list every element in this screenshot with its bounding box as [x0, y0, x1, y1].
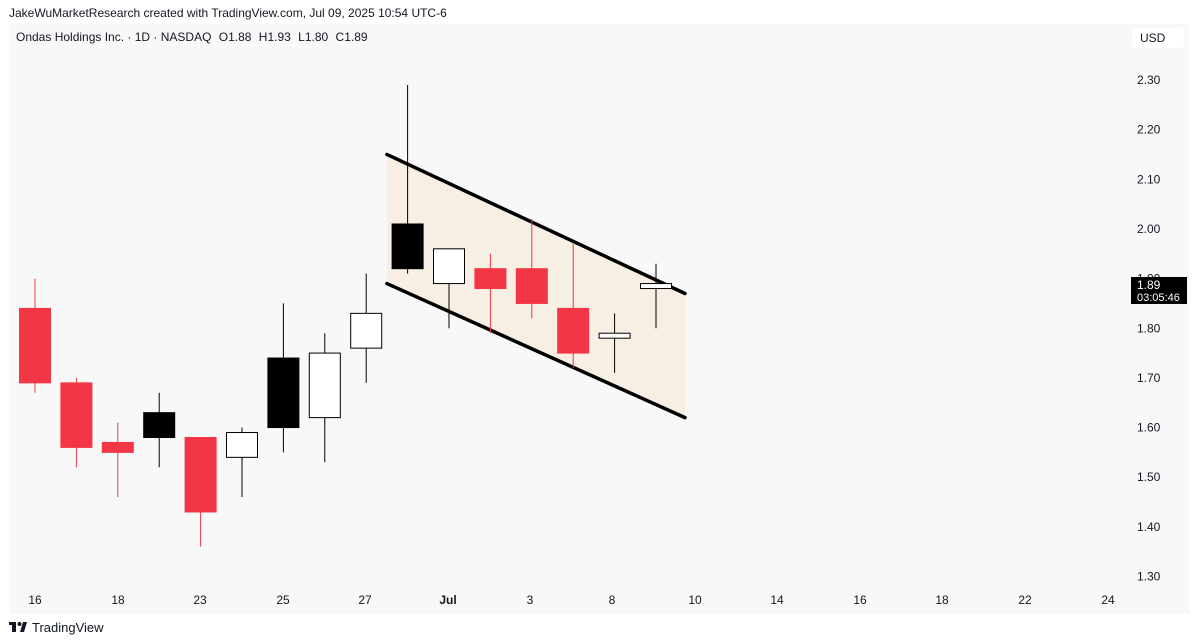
price-tick-label: 2.00 — [1137, 222, 1161, 236]
price-tick-label: 2.20 — [1137, 123, 1161, 137]
candle — [184, 436, 217, 547]
candle — [598, 313, 631, 373]
candle — [515, 219, 548, 319]
candle — [391, 84, 424, 274]
symbol-description[interactable]: Ondas Holdings Inc. · 1D · NASDAQ — [16, 30, 212, 44]
candle-body — [433, 248, 465, 285]
channel-upper-line[interactable] — [385, 152, 687, 296]
candle-body — [598, 332, 631, 339]
time-tick-label: 10 — [688, 593, 702, 607]
price-tick-label: 1.70 — [1137, 371, 1161, 385]
time-tick-label: 16 — [853, 593, 867, 607]
time-tick-label: 16 — [28, 593, 42, 607]
candle-body — [143, 412, 176, 438]
candle-body — [308, 352, 341, 419]
time-axis[interactable]: 16 18 23 25 27 Jul 3 8 10 14 16 18 22 24 — [28, 593, 1115, 607]
candle — [101, 422, 134, 498]
tradingview-footer[interactable]: TradingView — [9, 618, 104, 636]
symbol-legend: Ondas Holdings Inc. · 1D · NASDAQ O1.88 … — [16, 30, 372, 44]
price-tick-label: 1.50 — [1137, 470, 1161, 484]
price-tick-label: 1.30 — [1137, 570, 1161, 584]
time-tick-label: 23 — [193, 593, 207, 607]
time-tick-label: 14 — [770, 593, 784, 607]
candle — [60, 377, 93, 468]
chart-credit-line: JakeWuMarketResearch created with Tradin… — [9, 6, 447, 20]
candle — [308, 333, 341, 463]
candle — [350, 273, 383, 383]
candle-body — [184, 436, 217, 513]
candle — [433, 248, 465, 329]
candle-body — [19, 307, 51, 384]
candle-body — [60, 382, 93, 448]
time-tick-label: 18 — [935, 593, 949, 607]
time-tick-label: 22 — [1018, 593, 1032, 607]
candle-body — [101, 441, 134, 453]
time-tick-label: 27 — [358, 593, 372, 607]
legend-high: H1.93 — [258, 30, 291, 44]
candle-body — [391, 223, 424, 270]
time-tick-label: 24 — [1101, 593, 1115, 607]
price-tick-label: 2.10 — [1137, 172, 1161, 186]
candle-body — [474, 268, 507, 290]
candle-body — [640, 283, 672, 290]
tradingview-logo-icon — [9, 622, 27, 632]
channel-lower-line[interactable] — [385, 281, 687, 420]
last-price-tag: 1.89 03:05:46 — [1131, 277, 1187, 304]
candle — [474, 253, 507, 334]
legend-open: O1.88 — [218, 30, 252, 44]
time-tick-label: Jul — [439, 593, 456, 607]
time-tick-label: 8 — [609, 593, 616, 607]
legend-close: C1.89 — [335, 30, 368, 44]
time-tick-label: 25 — [276, 593, 290, 607]
legend-low: L1.80 — [298, 30, 329, 44]
candle — [640, 263, 672, 329]
currency-button[interactable]: USD — [1132, 28, 1184, 48]
price-tag-countdown: 03:05:46 — [1137, 292, 1180, 304]
candles — [19, 84, 672, 547]
price-tick-label: 2.30 — [1137, 73, 1161, 87]
candle — [19, 278, 51, 393]
candle — [557, 243, 590, 368]
price-tick-label: 1.80 — [1137, 321, 1161, 335]
candle-body — [515, 268, 548, 304]
time-tick-label: 18 — [111, 593, 125, 607]
candle-body — [350, 312, 383, 349]
time-tick-label: 3 — [527, 593, 534, 607]
candle-body — [267, 357, 300, 429]
price-tag-price: 1.89 — [1137, 278, 1161, 292]
tradingview-brand: TradingView — [32, 619, 104, 635]
price-tick-label: 1.40 — [1137, 520, 1161, 534]
price-tag-background — [1131, 277, 1187, 304]
candle-body — [226, 432, 258, 458]
price-tick-label: 1.60 — [1137, 421, 1161, 435]
candle-body — [557, 307, 590, 354]
candle — [143, 392, 176, 468]
price-axis[interactable]: 2.302.202.102.001.901.801.701.601.501.40… — [1137, 73, 1161, 584]
candle — [226, 427, 258, 498]
candle — [267, 303, 300, 453]
